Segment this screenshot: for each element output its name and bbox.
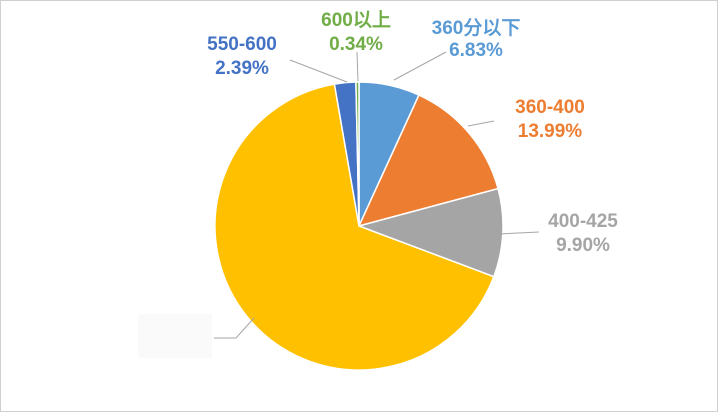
- slice-category-label: 360分以下: [432, 17, 521, 39]
- slice-value-label: 9.90%: [556, 235, 610, 256]
- slice-category-label: 600以上: [321, 9, 391, 31]
- pie-slice-600以上: [355, 81, 360, 227]
- slice-category-label: 360-400: [515, 97, 585, 118]
- slice-value-label: 0.34%: [329, 34, 383, 55]
- slice-category-label: 550-600: [207, 34, 277, 55]
- slice-value-label: 6.83%: [449, 40, 503, 61]
- slice-category-label: 400-425: [548, 211, 618, 232]
- pie-slice-unlabeled: [214, 83, 495, 371]
- leader-line: [393, 51, 447, 81]
- pie-slice-400-425: [356, 187, 504, 278]
- pie-slices: [214, 81, 504, 371]
- slice-value-label: 2.39%: [215, 58, 269, 79]
- leader-line: [467, 120, 495, 127]
- leader-line: [289, 59, 348, 83]
- leader-line: [214, 317, 255, 339]
- leader-lines: [214, 51, 540, 339]
- pie-slice-360-400: [357, 94, 499, 228]
- leader-line: [356, 51, 359, 82]
- slice-value-label: 13.99%: [518, 121, 583, 142]
- leader-line: [498, 231, 540, 235]
- blank-label-box: [138, 314, 212, 358]
